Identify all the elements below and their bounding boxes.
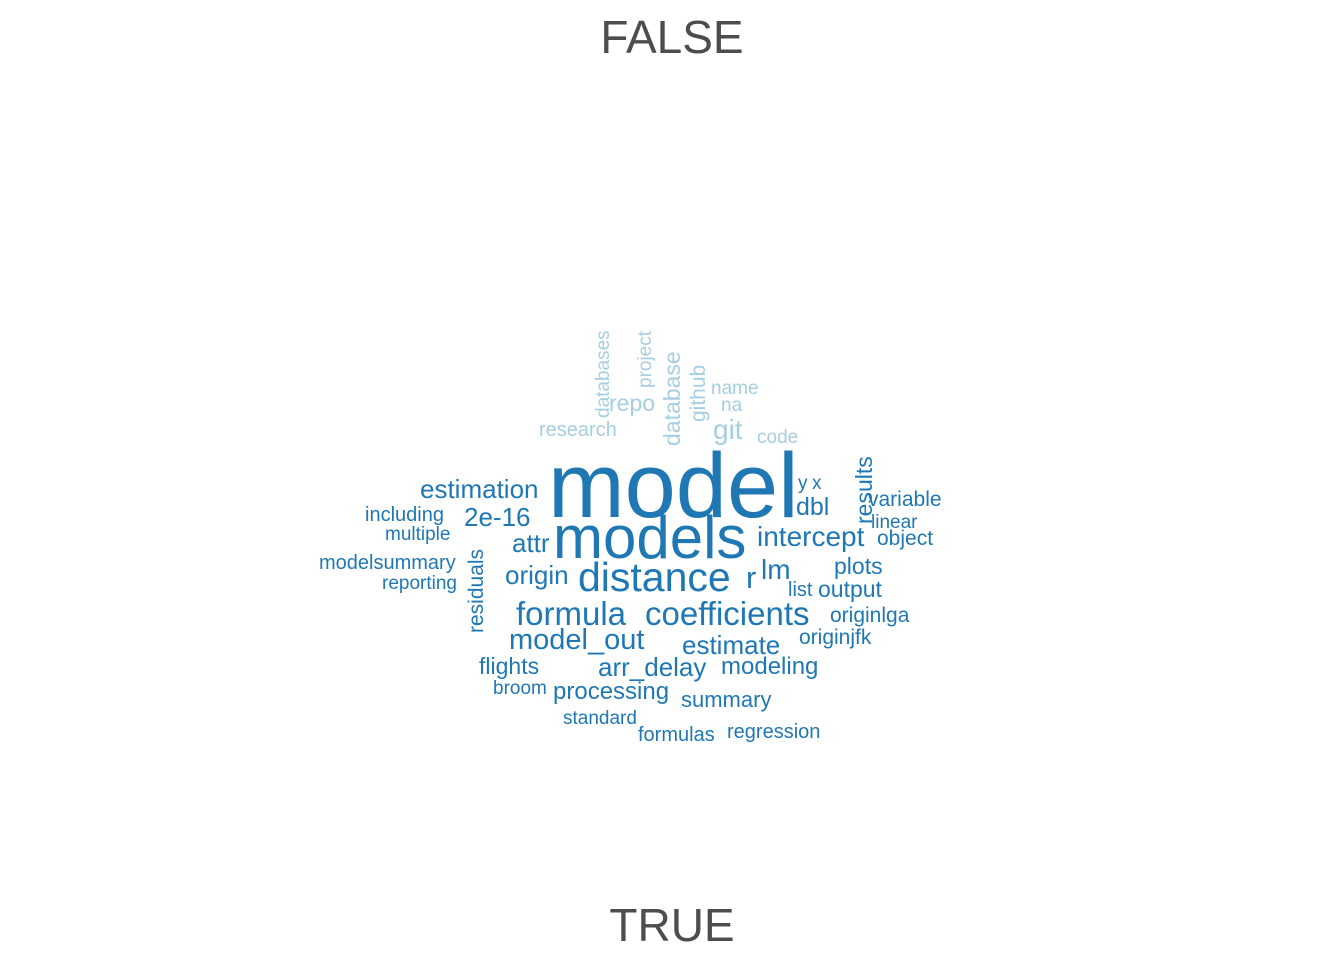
word-estimate: estimate bbox=[682, 630, 781, 660]
word-code: code bbox=[757, 427, 799, 448]
word-broom: broom bbox=[493, 678, 547, 699]
word-intercept: intercept bbox=[757, 521, 865, 552]
word-including: including bbox=[365, 504, 444, 526]
word-formulas: formulas bbox=[638, 724, 715, 746]
word-name: name bbox=[711, 378, 759, 399]
word-flights: flights bbox=[479, 653, 540, 679]
word-repo: repo bbox=[609, 390, 656, 416]
word-formula: formula bbox=[516, 595, 627, 632]
word-arr-delay: arr_delay bbox=[598, 652, 707, 682]
word-plots: plots bbox=[834, 553, 883, 579]
word-database: database bbox=[659, 351, 685, 446]
word-distance: distance bbox=[578, 554, 731, 600]
group-label-true: TRUE bbox=[609, 899, 735, 951]
word-y: y bbox=[798, 473, 808, 494]
word-modelsummary: modelsummary bbox=[319, 552, 456, 574]
word-output: output bbox=[818, 576, 882, 602]
word-x: x bbox=[812, 473, 822, 494]
word-lm: lm bbox=[761, 554, 791, 585]
word-standard: standard bbox=[563, 708, 637, 729]
word-models: models bbox=[553, 504, 747, 571]
word-dbl: dbl bbox=[796, 493, 830, 521]
word-originjfk: originjfk bbox=[799, 626, 872, 649]
word-modeling: modeling bbox=[721, 653, 819, 680]
word-object: object bbox=[877, 527, 934, 550]
word-multiple: multiple bbox=[385, 524, 451, 545]
word-estimation: estimation bbox=[420, 474, 539, 504]
word-github: github bbox=[687, 364, 710, 422]
word-attr: attr bbox=[512, 528, 550, 558]
word-reporting: reporting bbox=[382, 573, 457, 594]
word-project: project bbox=[635, 330, 656, 388]
word-model: model bbox=[548, 435, 799, 537]
word-list: list bbox=[788, 579, 813, 601]
word-research: research bbox=[539, 419, 617, 441]
word-originlga: originlga bbox=[830, 604, 910, 627]
word-na: na bbox=[721, 395, 743, 416]
word-summary: summary bbox=[681, 687, 772, 712]
word-2e-16: 2e-16 bbox=[464, 502, 531, 532]
word-r: r bbox=[746, 560, 757, 595]
group-label-false: FALSE bbox=[600, 11, 744, 63]
word-linear: linear bbox=[871, 512, 918, 533]
word-model-out: model_out bbox=[509, 624, 645, 656]
word-variable: variable bbox=[868, 488, 942, 511]
word-origin: origin bbox=[505, 560, 569, 590]
word-coefficients: coefficients bbox=[645, 595, 810, 632]
word-residuals: residuals bbox=[465, 548, 488, 633]
word-git: git bbox=[713, 414, 743, 445]
word-processing: processing bbox=[553, 678, 670, 705]
word-regression: regression bbox=[727, 721, 821, 743]
